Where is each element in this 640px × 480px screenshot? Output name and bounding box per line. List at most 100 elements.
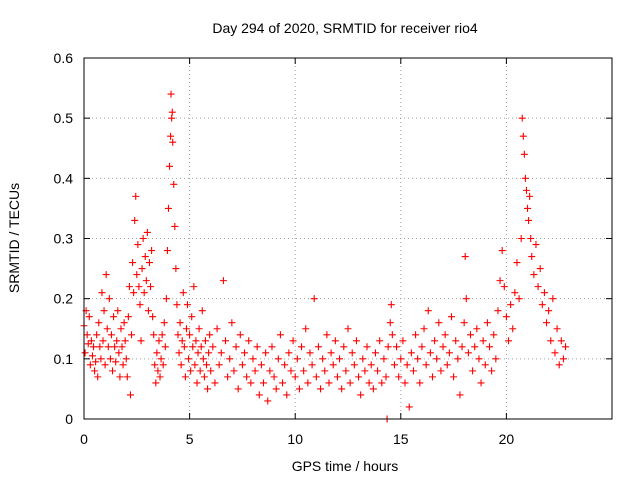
data-point [401,379,409,387]
axis-ticks: 0 0.1 0.2 0.3 0.4 0.5 0.6 0 5 10 15 20 [54,50,612,447]
data-point [319,355,327,363]
data-point [172,265,180,273]
data-point [486,343,494,351]
data-point [163,247,171,255]
data-point [557,337,565,345]
data-point [388,331,396,339]
data-point [136,301,144,309]
data-point [189,343,197,351]
data-point [422,361,430,369]
data-point [365,379,373,387]
data-point [153,349,161,357]
data-point [475,355,483,363]
data-point [412,331,420,339]
data-point [110,313,118,321]
data-point [524,204,532,212]
data-point [458,343,466,351]
data-point [428,373,436,381]
data-point [295,385,303,393]
data-point [492,355,500,363]
data-point [323,331,331,339]
data-point [206,331,214,339]
data-point [416,379,424,387]
data-point [135,283,143,291]
data-point [100,307,108,315]
data-point [103,325,111,333]
data-point [140,289,148,297]
data-point [490,331,498,339]
data-point [536,265,544,273]
data-point [409,367,417,375]
data-point [113,337,121,345]
data-point [97,355,105,363]
data-point [509,325,517,333]
data-point [342,367,350,375]
data-point [371,349,379,357]
data-point [94,373,102,381]
data-point [102,271,110,279]
data-point [276,331,284,339]
data-point [178,337,186,345]
data-point [192,337,200,345]
data-point [83,331,91,339]
data-point [340,343,348,351]
data-point [477,379,485,387]
data-point [177,361,185,369]
data-point [193,379,201,387]
data-point [553,325,561,333]
data-point [150,331,158,339]
data-point [502,313,510,321]
data-point [369,385,377,393]
data-point [285,349,293,357]
data-point [336,355,344,363]
data-point [262,349,270,357]
data-point [157,355,165,363]
data-point [437,367,445,375]
data-point [466,331,474,339]
data-point [194,349,202,357]
data-point [129,259,137,267]
data-point [405,403,413,411]
data-point [483,319,491,327]
x-tick-label: 15 [393,431,409,447]
data-point [236,331,244,339]
data-point [462,295,470,303]
data-point [338,385,346,393]
data-point [168,108,176,116]
data-point [348,349,356,357]
data-point [545,307,553,315]
data-point [435,319,443,327]
data-point [144,307,152,315]
data-point [471,343,479,351]
data-point [155,337,163,345]
x-tick-label: 10 [287,431,303,447]
y-tick-label: 0.2 [54,291,74,307]
data-points [80,90,570,423]
data-point [314,343,322,351]
data-point [156,373,164,381]
data-point [166,162,174,170]
data-point [447,313,455,321]
data-point [138,265,146,273]
data-point [147,283,155,291]
data-point [505,337,513,345]
data-point [555,361,563,369]
data-point [179,289,187,297]
data-point [228,319,236,327]
data-point [431,337,439,345]
data-point [224,373,232,381]
data-point [374,367,382,375]
data-point [532,241,540,249]
data-point [162,295,170,303]
x-axis-label: GPS time / hours [292,458,399,474]
data-point [181,373,189,381]
data-point [151,361,159,369]
data-point [382,373,390,381]
data-point [84,340,92,348]
data-point [397,355,405,363]
data-point [257,361,265,369]
data-point [104,343,112,351]
data-point [426,349,434,357]
data-point [167,132,175,140]
data-point [403,361,411,369]
